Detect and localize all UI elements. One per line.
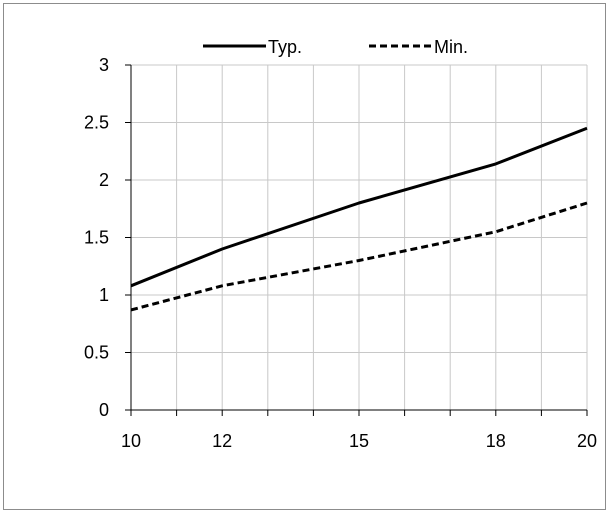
x-tick-label: 20 (577, 431, 597, 451)
y-tick-label: 1 (99, 285, 109, 305)
grid (131, 64, 588, 410)
series-line-typ (130, 126, 588, 288)
legend-label-typ: Typ. (268, 37, 302, 57)
y-tick-label: 3 (99, 55, 109, 75)
axes: 0 0.5 1 1.5 2 2.5 3 10 12 15 18 20 (84, 55, 597, 451)
legend-label-min: Min. (434, 37, 468, 57)
series (130, 126, 588, 312)
legend: Typ. Min. (203, 37, 468, 57)
x-tick-label: 15 (349, 431, 369, 451)
series-line-min (130, 201, 588, 312)
x-tick-label: 12 (212, 431, 232, 451)
y-tick-label: 0 (99, 400, 109, 420)
y-tick-label: 1.5 (84, 228, 109, 248)
x-tick-label: 18 (486, 431, 506, 451)
chart-frame (3, 3, 606, 510)
y-tick-label: 2 (99, 170, 109, 190)
y-tick-label: 0.5 (84, 343, 109, 363)
y-tick-label: 2.5 (84, 113, 109, 133)
x-tick-label: 10 (121, 431, 141, 451)
